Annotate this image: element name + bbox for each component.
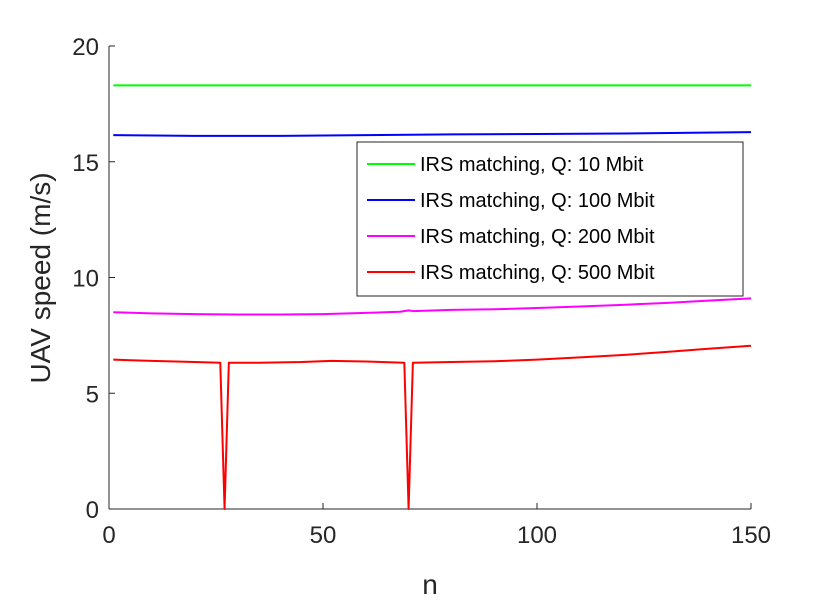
- axes: 0 50 100 150 0 5 10 15 20: [72, 34, 771, 549]
- plot-series: [113, 84, 752, 510]
- legend-label: IRS matching, Q: 500 Mbit: [420, 262, 655, 284]
- y-tick-label: 15: [72, 150, 99, 177]
- y-tick-label: 0: [86, 497, 99, 524]
- x-tick-label: 0: [102, 522, 115, 549]
- y-axis-title: UAV speed (m/s): [25, 172, 56, 383]
- x-tick-label: 50: [310, 522, 337, 549]
- x-axis-title: n: [422, 569, 438, 600]
- legend-label: IRS matching, Q: 100 Mbit: [420, 190, 655, 212]
- series-line-4: [113, 344, 752, 510]
- y-tick-label: 5: [86, 381, 99, 408]
- y-tick-label: 20: [72, 34, 99, 61]
- x-tick-label: 150: [731, 522, 771, 549]
- x-tick-label: 100: [517, 522, 557, 549]
- legend-label: IRS matching, Q: 200 Mbit: [420, 226, 655, 248]
- series-line-2: [113, 131, 752, 137]
- y-tick-label: 10: [72, 266, 99, 293]
- legend-label: IRS matching, Q: 10 Mbit: [420, 154, 644, 176]
- legend: IRS matching, Q: 10 Mbit IRS matching, Q:…: [356, 141, 744, 297]
- series-line-3: [113, 297, 752, 316]
- legend-box: [356, 141, 744, 297]
